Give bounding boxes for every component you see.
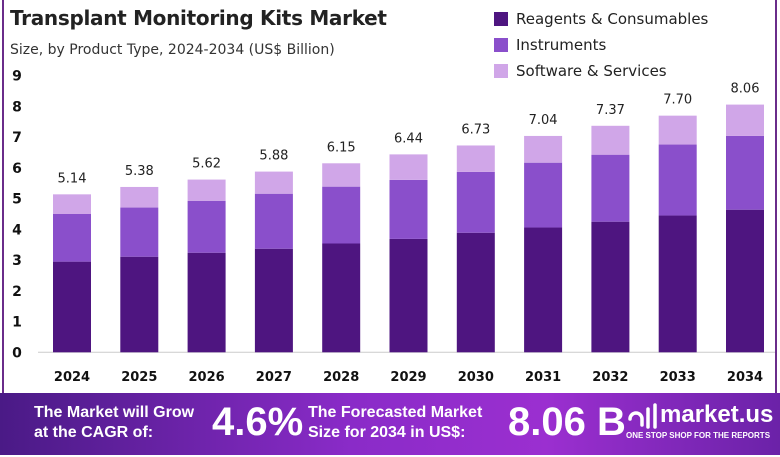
bar-segment — [322, 243, 361, 353]
x-tick-label: 2029 — [390, 370, 426, 385]
stacked-bar-chart: 0 1 2 3 4 5 6 7 8 9 5.14 2024 5.38 2025 5.62 2026 5.88 20… — [12, 69, 775, 385]
y-tick-label: 9 — [12, 69, 22, 85]
bar-segment — [456, 232, 495, 353]
forecast-label: The Forecasted Market — [308, 404, 483, 421]
bar-segment — [524, 162, 563, 228]
bar-segment — [53, 194, 91, 214]
bar-segment — [658, 115, 697, 145]
forecast-value: 8.06 B — [508, 400, 626, 444]
y-tick-label: 2 — [12, 284, 22, 300]
bar-segment — [120, 207, 159, 257]
bar-segment — [591, 125, 630, 155]
data-label: 6.44 — [394, 131, 423, 146]
bar-segment — [591, 221, 630, 353]
bar-segment — [524, 227, 563, 353]
y-tick-label: 4 — [12, 222, 22, 238]
x-tick-label: 2031 — [525, 370, 561, 385]
chart-title: Transplant Monitoring Kits Market — [10, 6, 387, 30]
chart-frame — [2, 0, 777, 393]
legend-item: Instruments — [494, 32, 708, 58]
bar-segment — [120, 186, 159, 208]
bar-segment — [524, 135, 563, 163]
x-tick-label: 2030 — [458, 370, 494, 385]
logo-text: market.us — [660, 401, 774, 428]
bar-segment — [658, 215, 697, 353]
legend-swatch — [494, 12, 508, 26]
cagr-value: 4.6% — [212, 400, 304, 444]
legend-item: Reagents & Consumables — [494, 6, 708, 32]
y-tick-label: 3 — [12, 253, 22, 269]
bar-segment — [187, 200, 226, 253]
y-tick-label: 6 — [12, 161, 22, 177]
bar-segment — [187, 252, 226, 353]
y-tick-label: 8 — [12, 99, 22, 115]
data-label: 7.37 — [596, 103, 625, 118]
legend-swatch — [494, 38, 508, 52]
bar-segment — [389, 179, 428, 239]
data-label: 5.38 — [125, 164, 154, 179]
summary-banner: The Market will Grow at the CAGR of: 4.6%… — [0, 393, 780, 455]
bar-segment — [120, 256, 159, 353]
bar-segment — [726, 209, 764, 353]
x-tick-label: 2024 — [54, 370, 90, 385]
market-us-logo: market.us ONE STOP SHOP FOR THE REPORTS — [626, 401, 773, 441]
bar-segment — [658, 144, 697, 216]
bar-segment — [456, 171, 495, 233]
data-label: 8.06 — [731, 82, 760, 97]
legend-item: Software & Services — [494, 58, 708, 84]
legend-swatch — [494, 64, 508, 78]
bar-segment — [53, 214, 91, 262]
data-label: 5.88 — [259, 149, 288, 164]
x-tick-label: 2026 — [189, 370, 225, 385]
cagr-label: at the CAGR of: — [34, 424, 154, 441]
x-tick-label: 2032 — [592, 370, 628, 385]
bar-segment — [726, 104, 764, 136]
y-tick-label: 7 — [12, 130, 22, 146]
y-tick-label: 0 — [12, 345, 22, 361]
bar-segment — [53, 261, 91, 353]
data-label: 6.73 — [461, 122, 490, 137]
cagr-label: The Market will Grow — [34, 404, 195, 421]
data-label: 6.15 — [327, 140, 356, 155]
bar-segment — [322, 186, 361, 244]
y-tick-label: 5 — [12, 192, 22, 208]
data-label: 5.62 — [192, 157, 221, 172]
bar-segment — [322, 163, 361, 187]
data-label: 7.04 — [529, 113, 558, 128]
chart-subtitle: Size, by Product Type, 2024-2034 (US$ Bi… — [10, 42, 335, 58]
data-label: 7.70 — [663, 93, 692, 108]
legend: Reagents & Consumables Instruments Softw… — [494, 6, 708, 84]
data-label: 5.14 — [58, 171, 87, 186]
bar-segment — [254, 193, 293, 249]
x-tick-label: 2027 — [256, 370, 292, 385]
bar-segment — [187, 179, 226, 201]
bar-segment — [591, 154, 630, 222]
bar-segment — [389, 238, 428, 353]
x-tick-label: 2025 — [121, 370, 157, 385]
bar-segment — [726, 135, 764, 210]
x-tick-label: 2028 — [323, 370, 359, 385]
forecast-label: Size for 2034 in US$: — [308, 424, 466, 441]
y-tick-label: 1 — [12, 315, 22, 331]
bar-segment — [254, 248, 293, 353]
x-tick-label: 2034 — [727, 370, 763, 385]
logo-tagline: ONE STOP SHOP FOR THE REPORTS — [626, 431, 771, 440]
x-tick-label: 2033 — [660, 370, 696, 385]
logo-icon — [628, 403, 657, 429]
bar-segment — [254, 171, 293, 194]
bar-segment — [456, 145, 495, 172]
bar-segment — [389, 154, 428, 180]
